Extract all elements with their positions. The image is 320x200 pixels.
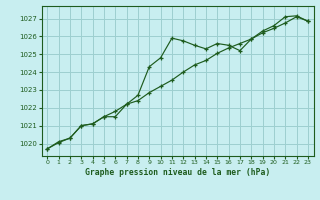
X-axis label: Graphe pression niveau de la mer (hPa): Graphe pression niveau de la mer (hPa) (85, 168, 270, 177)
